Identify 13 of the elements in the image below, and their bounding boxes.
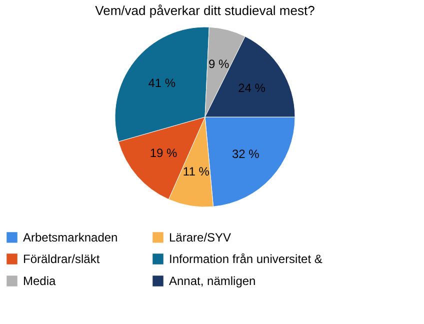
data-label: 9 % xyxy=(208,56,230,71)
legend-label: Information från universitet & xyxy=(169,252,322,266)
data-label: 11 % xyxy=(182,164,210,178)
data-label: 41 % xyxy=(148,76,176,90)
legend-label: Lärare/SYV xyxy=(169,230,232,244)
legend-label: Media xyxy=(23,274,56,288)
chart-title: Vem/vad påverkar ditt studieval mest? xyxy=(95,3,315,18)
legend-label: Föräldrar/släkt xyxy=(23,252,100,266)
legend-label: Annat, nämligen xyxy=(169,274,256,288)
data-label: 32 % xyxy=(232,147,260,162)
legend-label: Arbetsmarknaden xyxy=(23,230,118,244)
data-label: 19 % xyxy=(150,146,178,160)
data-label: 24 % xyxy=(238,81,266,96)
